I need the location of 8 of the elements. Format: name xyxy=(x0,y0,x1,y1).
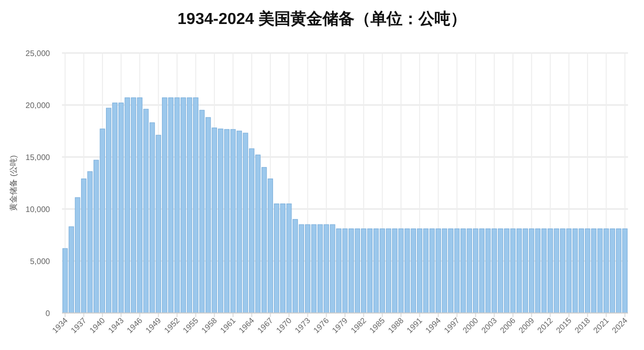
y-tick-label: 20,000 xyxy=(26,101,51,110)
y-tick-label: 5,000 xyxy=(30,257,51,266)
chart-title: 1934-2024 美国黄金储备（单位：公吨） xyxy=(178,9,466,28)
y-tick-label: 10,000 xyxy=(26,205,51,214)
y-tick-label: 15,000 xyxy=(26,153,51,162)
y-tick-label: 0 xyxy=(46,309,51,318)
y-tick-label: 25,000 xyxy=(26,49,51,58)
y-axis-title: 黄金储备 (公吨) xyxy=(9,154,18,211)
